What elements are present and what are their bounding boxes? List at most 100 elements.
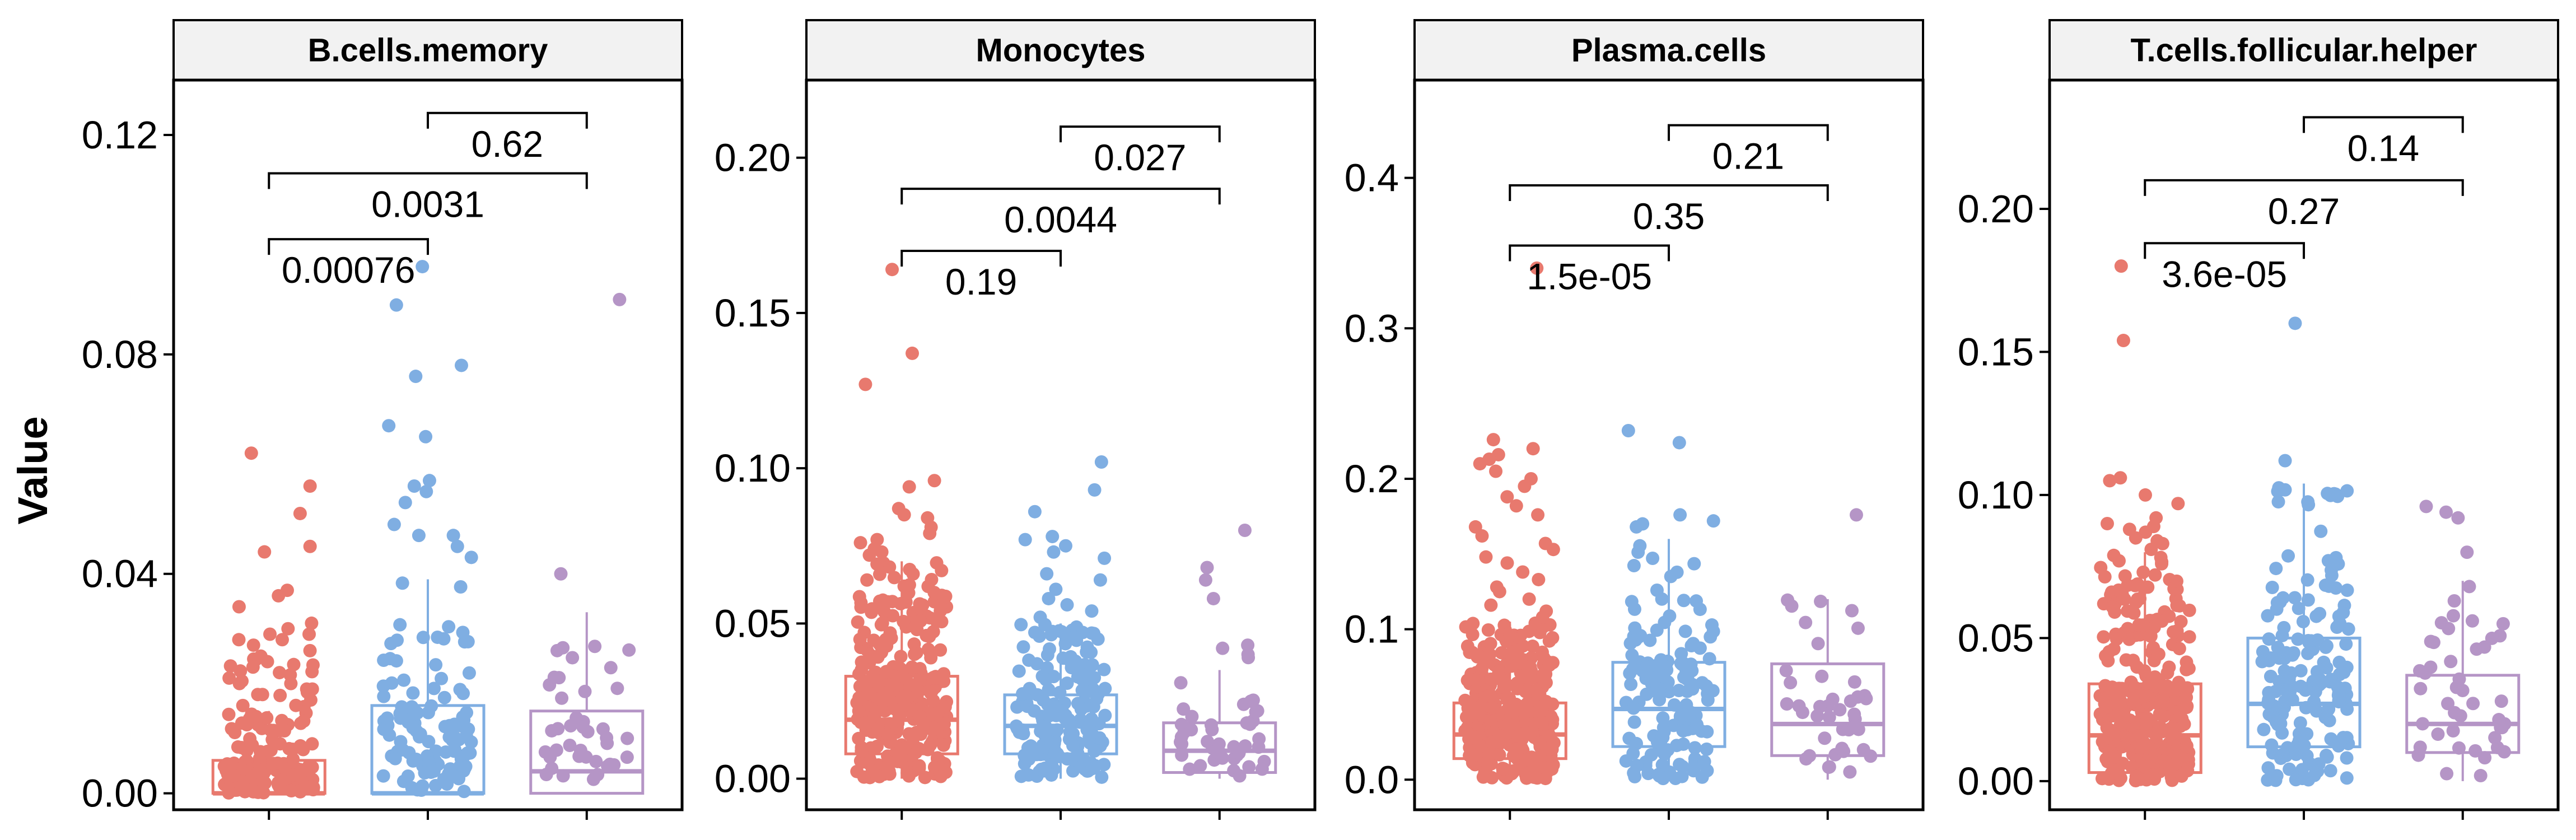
data-point [2174, 615, 2188, 629]
bracket-line [2144, 179, 2464, 196]
data-point [2449, 680, 2463, 694]
data-point [306, 658, 320, 672]
data-point [428, 778, 442, 792]
data-point [1520, 704, 1534, 718]
jitter-points [1009, 455, 1112, 784]
outlier-point [1706, 514, 1720, 528]
outlier-point [260, 655, 274, 669]
data-point [2136, 738, 2150, 752]
data-point [273, 688, 287, 702]
data-point [393, 618, 407, 632]
data-point [2434, 616, 2448, 630]
data-point [578, 684, 592, 698]
data-point [2121, 731, 2135, 745]
data-point [1496, 674, 1510, 688]
data-point [2106, 600, 2120, 614]
comparison-bracket: 0.19 [900, 249, 1062, 302]
data-point [539, 768, 553, 782]
strip-background [1413, 19, 1924, 81]
data-point [1068, 654, 1082, 668]
group-2 [370, 260, 486, 799]
data-point [253, 763, 267, 777]
outlier-point [422, 474, 436, 488]
data-point [222, 707, 236, 721]
data-point [1704, 630, 1718, 644]
data-point [2261, 761, 2275, 775]
data-point [1014, 769, 1028, 783]
jitter-points [1779, 508, 1878, 779]
outlier-point [1518, 479, 1532, 493]
data-point [566, 651, 580, 665]
data-point [604, 661, 618, 675]
data-point [1847, 675, 1861, 689]
data-point [925, 573, 939, 587]
data-point [422, 735, 436, 749]
data-point [907, 637, 921, 651]
group-3 [1770, 508, 1886, 780]
data-point [2147, 620, 2161, 634]
data-point [1542, 658, 1556, 672]
data-point [2271, 495, 2285, 509]
data-point [1071, 697, 1085, 711]
outlier-point [419, 484, 433, 498]
outlier-point [281, 622, 295, 636]
outlier-point [875, 545, 889, 559]
data-point [2129, 769, 2143, 783]
data-point [2269, 562, 2283, 576]
data-point [854, 600, 868, 614]
data-point [2169, 574, 2183, 588]
data-point [431, 630, 445, 644]
data-point [622, 643, 636, 657]
panel-border [172, 78, 684, 811]
data-point [1627, 559, 1641, 573]
data-point [1463, 697, 1477, 711]
outlier-point [1047, 545, 1061, 559]
data-point [287, 768, 301, 782]
data-point [1463, 710, 1477, 724]
data-point [2265, 580, 2279, 594]
outlier-point [2114, 259, 2128, 273]
data-point [1485, 735, 1499, 749]
data-point [1016, 687, 1030, 701]
data-point [1056, 651, 1070, 665]
data-point [1676, 760, 1690, 774]
y-tick-label: 0.12 [82, 113, 158, 157]
outlier-point [885, 263, 899, 277]
data-point [1624, 678, 1638, 692]
p-value-label: 0.14 [2348, 127, 2419, 169]
data-point [2416, 717, 2430, 731]
data-point [2446, 609, 2460, 623]
data-point [2172, 642, 2186, 656]
outlier-point [853, 536, 867, 550]
data-point [1649, 659, 1663, 673]
data-point [882, 755, 896, 769]
data-point [2261, 696, 2275, 710]
bracket-line [900, 188, 1221, 205]
bracket-line [900, 249, 1062, 267]
data-point [1039, 673, 1053, 687]
group-1 [1452, 261, 1567, 786]
outlier-point [275, 633, 289, 647]
data-point [2478, 751, 2492, 765]
data-point [913, 710, 927, 724]
data-point [1042, 709, 1056, 723]
data-point [1533, 749, 1547, 763]
data-point [2468, 744, 2482, 758]
data-point [2112, 583, 2126, 597]
data-point [408, 707, 422, 721]
data-point [1510, 742, 1524, 756]
data-point [2292, 601, 2306, 615]
data-point [2111, 682, 2125, 696]
group-2 [1611, 423, 1726, 786]
panel-3: Plasma.cells 0.0 0.1 0.2 0.3 0.4 1.5e-05 0.350.… [1345, 19, 1925, 820]
data-point [1535, 716, 1549, 730]
data-point [1483, 637, 1497, 651]
data-point [2313, 606, 2327, 620]
outlier-point [1492, 585, 1506, 599]
jitter-points [217, 446, 320, 800]
data-point [2126, 694, 2140, 708]
data-point [447, 744, 461, 758]
data-point [454, 580, 468, 594]
data-point [2281, 549, 2295, 563]
data-point [2440, 767, 2454, 781]
